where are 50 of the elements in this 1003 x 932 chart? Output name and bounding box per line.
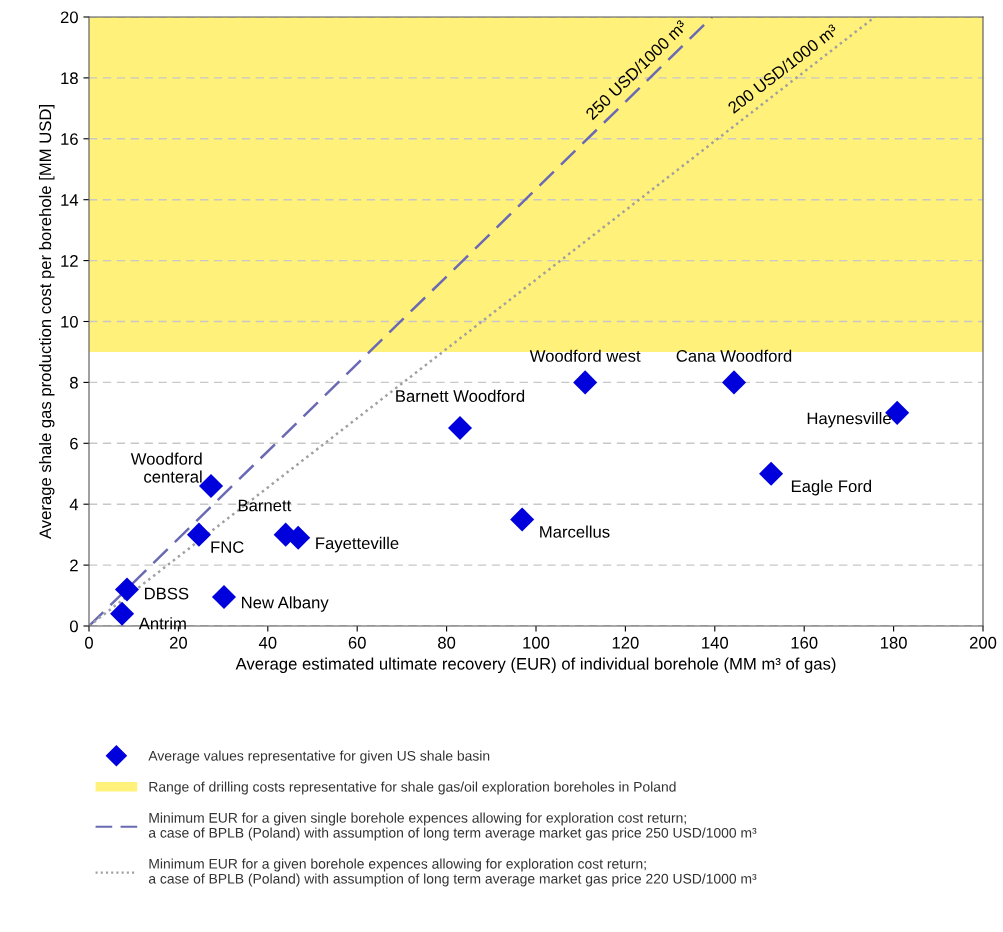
legend-label: Minimum EUR for a given borehole expences allowing for exploration cost return; a case of BPLB (Poland) with assumption of long term average market gas price 220 USD/1000 m³	[148, 858, 757, 887]
legend-label: Average values representative for given US shale basin	[148, 750, 490, 764]
point	[721, 370, 747, 395]
annotation: FNC	[211, 541, 244, 554]
y-tick-label: 20	[60, 11, 78, 24]
annotation: Haynesville	[807, 412, 891, 428]
y-tick-label: 18	[61, 72, 78, 85]
y-tick-label: 12	[61, 255, 78, 267]
y-tick-label: 14	[61, 194, 79, 206]
y-tick-label: 8	[70, 376, 78, 389]
annotation: Barnett	[238, 499, 292, 512]
annotation: Antrim	[138, 617, 186, 630]
x-tick-label: 140	[702, 636, 729, 649]
annotation: Marcellus	[540, 525, 610, 538]
y-tick-label: 4	[69, 498, 79, 511]
annotation: DBSS	[145, 587, 189, 600]
point	[447, 416, 473, 441]
x-tick-label: 40	[258, 636, 277, 649]
x-tick-label: 20	[169, 636, 188, 649]
annotation: Woodford centeral	[130, 452, 202, 483]
point	[573, 370, 598, 395]
x-tick-label: 120	[612, 636, 639, 649]
point	[114, 577, 140, 602]
y-axis-title: Average shale gas production cost per borehole [MM USD]	[38, 105, 55, 540]
legend-label: Range of drilling costs representative for shale gas/oil exploration boreholes in Poland	[149, 781, 676, 795]
annotation: Fayetteville	[316, 536, 399, 553]
annotation: Woodford west	[529, 349, 641, 362]
y-tick-label: 2	[70, 559, 78, 572]
y-tick-label: 6	[70, 437, 78, 450]
annotation: Barnett Woodford	[396, 389, 525, 402]
y-tick-label: 10	[61, 315, 78, 328]
x-tick-label: 180	[880, 636, 907, 649]
x-tick-label: 0	[85, 636, 93, 649]
legend-label: Minimum EUR for a given single borehole expences allowing for exploration cost return; a case of BPLB (Poland) with assumption of long term average market gas price 250 USD/1000 m³	[148, 812, 757, 841]
y-tick-label: 0	[69, 620, 78, 633]
point	[211, 585, 237, 610]
x-tick-label: 160	[791, 636, 818, 649]
point	[110, 601, 135, 626]
x-tick-label: 100	[523, 636, 550, 649]
annotation: Cana Woodford	[676, 349, 792, 362]
x-tick-label: 200	[969, 636, 997, 649]
x-tick-label: 80	[438, 636, 456, 649]
point	[510, 507, 535, 532]
point	[759, 461, 784, 486]
x-tick-label: 60	[348, 636, 366, 649]
x-axis-title: Average estimated ultimate recovery (EUR) of individual borehole (MM m³ of gas)	[235, 657, 836, 674]
annotation: Eagle Ford	[791, 479, 872, 496]
annotation: New Albany	[242, 596, 329, 612]
point	[186, 522, 211, 547]
y-tick-label: 16	[61, 133, 78, 145]
